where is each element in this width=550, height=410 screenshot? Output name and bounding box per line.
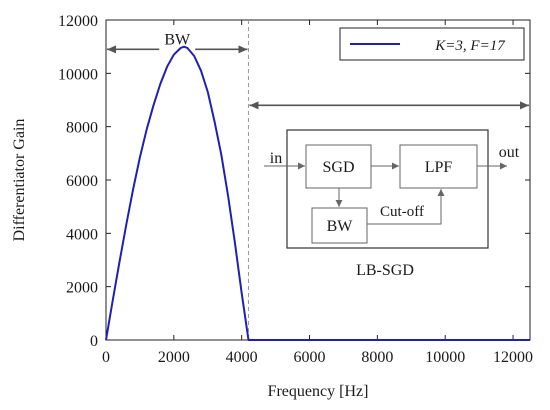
lpf-block [399,144,478,189]
cutoff-arrow [367,189,445,225]
lpf-block-label: LPF [425,159,453,176]
series-layer [105,45,530,341]
diagram-title: LB-SGD [356,262,414,279]
y-tick-label: 12000 [58,13,98,30]
x-axis-label: Frequency [Hz] [268,383,369,400]
y-tick-label: 8000 [66,120,98,137]
lb-sgd-block-diagram: SGD LPF BW in out Cut-off LB-SGD [264,129,520,279]
y-tick-label: 6000 [66,173,98,190]
x-tick-label: 8000 [361,349,393,366]
x-tick-label: 4000 [226,349,258,366]
bw-label-background [159,27,196,52]
y-axis-label: Differentiator Gain [11,119,28,242]
cutoff-label: Cut-off [380,204,424,220]
x-tick-label: 12000 [493,349,533,366]
x-tick-label: 10000 [425,349,465,366]
bw-block [311,207,368,244]
output-label: out [499,144,520,161]
series-line [105,45,530,341]
y-tick-label: 10000 [58,66,98,83]
legend-label: K=3, F=17 [434,38,506,54]
bw-label: BW [164,31,191,48]
y-tick-label: 0 [90,333,98,350]
x-axis-ticks: 0 2000 4000 6000 8000 10000 12000 [102,20,533,366]
y-tick-label: 4000 [66,226,98,243]
x-tick-label: 2000 [158,349,190,366]
bw-block-label: BW [327,218,354,235]
y-axis-ticks: 0 2000 4000 6000 8000 10000 12000 [58,13,530,350]
y-tick-label: 2000 [66,280,98,297]
x-tick-label: 0 [102,349,110,366]
legend: K=3, F=17 [339,27,525,61]
input-label: in [270,150,282,167]
x-tick-label: 6000 [294,349,326,366]
sgd-block-label: SGD [322,159,354,176]
